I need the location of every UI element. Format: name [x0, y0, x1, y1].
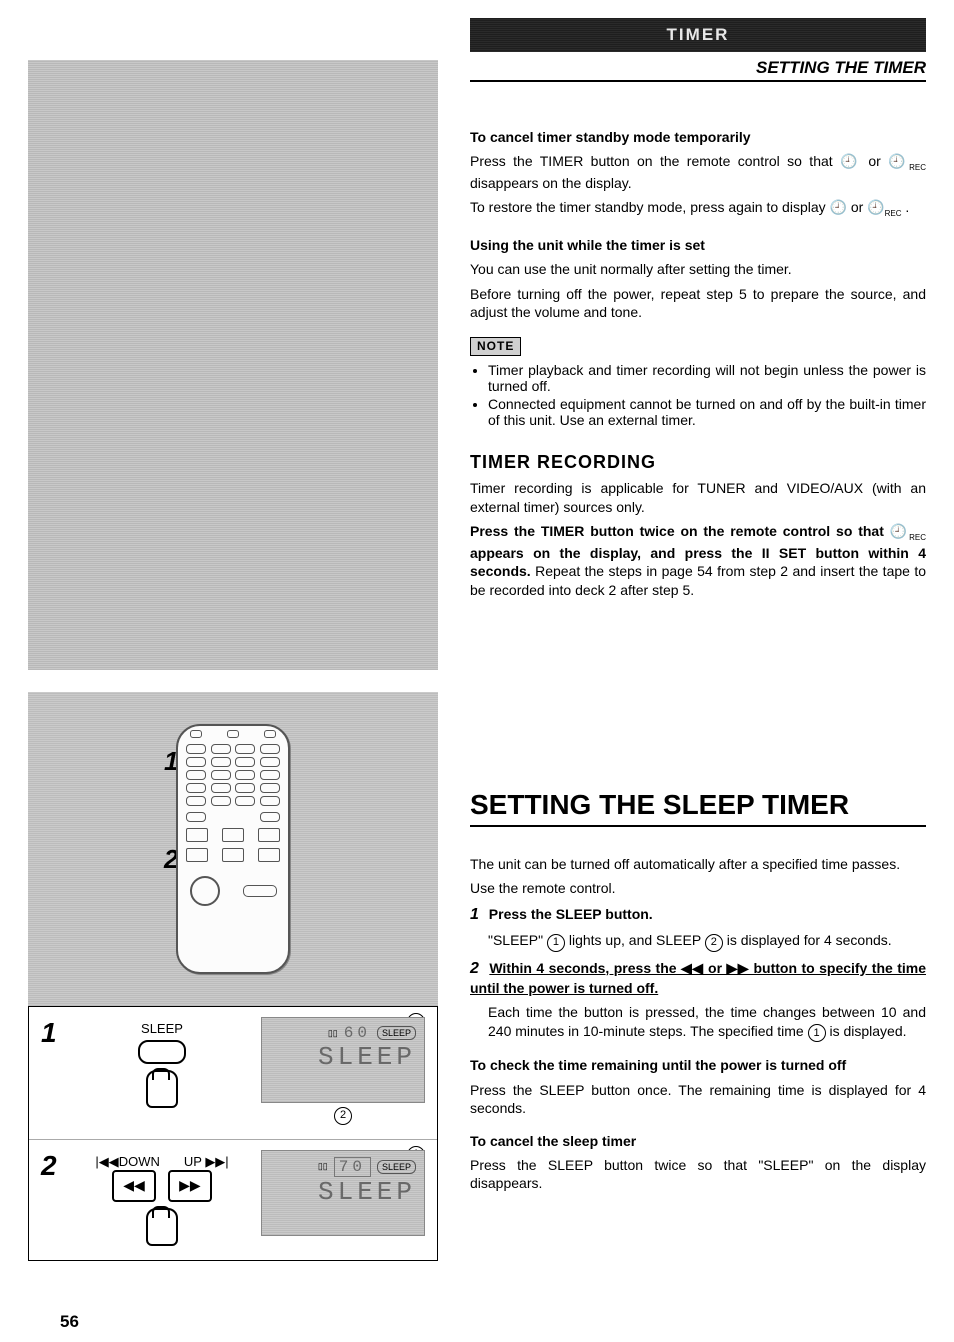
step-2: 2 |◀◀DOWN UP ▶▶| ◀◀ ▶▶ 1	[29, 1139, 437, 1260]
steps-diagram: 1 SLEEP 1 ▯▯ 60 SLEEP	[28, 1006, 438, 1261]
lcd-badge: SLEEP	[377, 1026, 416, 1040]
cancel-p2: To restore the timer standby mode, press…	[470, 198, 926, 219]
rewind-button-icon: ◀◀	[112, 1170, 156, 1202]
sleep-step-2: 2 Within 4 seconds, press the ◀◀ or ▶▶ b…	[470, 958, 926, 998]
lcd-display-1: ▯▯ 60 SLEEP SLEEP	[261, 1017, 425, 1103]
check-title: To check the time remaining until the po…	[470, 1056, 926, 1074]
note-label: NOTE	[470, 337, 521, 357]
sleep-intro: The unit can be turned off automatically…	[470, 855, 926, 873]
clock-icon: 🕘	[840, 153, 861, 169]
using-p2: Before turning off the power, repeat ste…	[470, 285, 926, 322]
cancel-sleep-body: Press the SLEEP button twice so that "SL…	[470, 1156, 926, 1193]
left-greyed-image	[28, 60, 438, 670]
using-title: Using the unit while the timer is set	[470, 236, 926, 254]
note-list: Timer playback and timer recording will …	[488, 362, 926, 428]
sleep-step-2-body: Each time the button is pressed, the tim…	[488, 1003, 926, 1042]
use-remote: Use the remote control.	[470, 879, 926, 897]
cancel-title: To cancel timer standby mode temporarily	[470, 128, 926, 146]
up-label: UP	[184, 1154, 202, 1169]
remote-diagram: 1 2	[28, 692, 438, 1006]
finger-press-icon	[146, 1208, 178, 1246]
step1-number: 1	[41, 1017, 57, 1048]
remote-outline	[176, 724, 290, 974]
recording-p1: Timer recording is applicable for TUNER …	[470, 479, 926, 516]
setting-timer-header: SETTING THE TIMER	[470, 58, 926, 82]
clock-rec-icon: 🕘REC	[888, 153, 926, 169]
lcd-minutes: 70	[334, 1157, 371, 1177]
skip-back-icon: |◀◀	[95, 1154, 118, 1169]
lcd-big: SLEEP	[318, 1042, 416, 1072]
sleep-step-1-body: "SLEEP" 1 lights up, and SLEEP 2 is disp…	[488, 931, 926, 952]
step2-number: 2	[41, 1150, 57, 1181]
circled-1-icon: 1	[547, 934, 565, 952]
lcd-big: SLEEP	[318, 1177, 416, 1207]
marker-2-circle: 2	[334, 1107, 352, 1125]
sleep-timer-heading: SETTING THE SLEEP TIMER	[470, 789, 926, 827]
lcd-display-2: ▯▯ 70 SLEEP SLEEP	[261, 1150, 425, 1236]
finger-press-icon	[146, 1070, 178, 1108]
note-item: Timer playback and timer recording will …	[488, 362, 926, 394]
down-label: DOWN	[119, 1154, 160, 1169]
recording-p2: Press the TIMER button twice on the remo…	[470, 522, 926, 599]
clock-icon: 🕘	[830, 199, 847, 215]
lcd-badge: SLEEP	[377, 1160, 416, 1174]
forward-button-icon: ▶▶	[168, 1170, 212, 1202]
circled-2-icon: 2	[705, 934, 723, 952]
cancel-sleep-title: To cancel the sleep timer	[470, 1132, 926, 1150]
circled-1-icon: 1	[808, 1024, 826, 1042]
timer-header-bar: TIMER	[470, 18, 926, 52]
sleep-step-1: 1 Press the SLEEP button.	[470, 904, 926, 925]
sleep-button-icon	[138, 1040, 186, 1064]
sleep-label: SLEEP	[77, 1021, 247, 1036]
clock-rec-icon: 🕘REC	[890, 523, 926, 539]
note-item: Connected equipment cannot be turned on …	[488, 396, 926, 428]
using-p1: You can use the unit normally after sett…	[470, 260, 926, 278]
clock-rec-icon: 🕘REC	[867, 199, 901, 215]
check-body: Press the SLEEP button once. The remaini…	[470, 1081, 926, 1118]
cancel-p1: Press the TIMER button on the remote con…	[470, 152, 926, 192]
step-1: 1 SLEEP 1 ▯▯ 60 SLEEP	[29, 1007, 437, 1139]
skip-fwd-icon: ▶▶|	[205, 1154, 228, 1169]
lcd-minutes: 60	[344, 1024, 371, 1042]
timer-recording-heading: TIMER RECORDING	[470, 452, 926, 473]
page-number: 56	[60, 1312, 79, 1332]
